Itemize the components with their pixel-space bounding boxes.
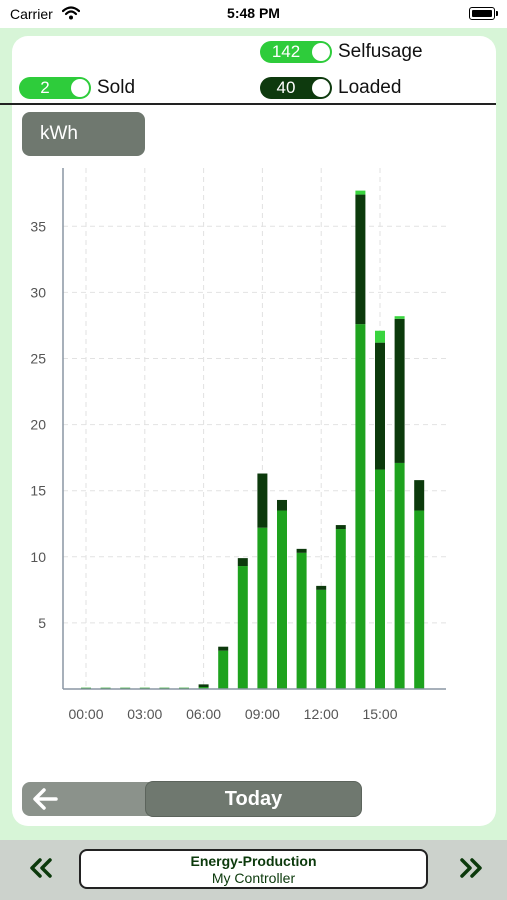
double-chevron-left-icon xyxy=(30,858,52,878)
bar-segment xyxy=(218,650,229,689)
y-tick-label: 15 xyxy=(30,483,46,499)
bar-segment xyxy=(335,525,346,530)
arrow-left-icon xyxy=(33,788,58,810)
selfusage-value: 142 xyxy=(271,42,301,61)
status-bar: Carrier 5:48 PM xyxy=(0,0,507,28)
battery-icon xyxy=(469,7,498,20)
bar-segment xyxy=(375,342,385,470)
bar-segment xyxy=(414,480,425,511)
x-tick-label: 09:00 xyxy=(245,706,280,722)
loaded-toggle[interactable]: 40 xyxy=(260,77,332,99)
sold-toggle[interactable]: 2 xyxy=(19,77,91,99)
toggle-knob xyxy=(312,43,330,61)
controller-name: My Controller xyxy=(211,870,296,886)
bar-segment xyxy=(375,330,385,343)
energy-bar-chart: 5 10 15 20 25 30 35 00:00 03:00 06:00 09:00 12:00 15… xyxy=(30,168,446,722)
bar-segment xyxy=(237,558,248,567)
x-tick-label: 12:00 xyxy=(304,706,339,722)
page-selector[interactable]: Energy-Production My Controller xyxy=(79,849,428,889)
x-tick-label: 15:00 xyxy=(362,706,397,722)
bar-segment xyxy=(414,510,425,689)
bar-segment xyxy=(296,552,307,689)
bar-segment xyxy=(394,462,405,689)
bar-segment xyxy=(375,469,385,689)
toggle-knob xyxy=(71,79,89,97)
content-card xyxy=(12,36,496,826)
selfusage-toggle[interactable]: 142 xyxy=(260,41,332,63)
y-tick-label: 30 xyxy=(30,284,46,300)
bar-segment xyxy=(277,510,287,689)
wifi-icon xyxy=(61,6,81,25)
double-chevron-right-icon xyxy=(460,858,482,878)
bar-segment xyxy=(237,566,248,689)
sold-value: 2 xyxy=(40,78,50,97)
today-button[interactable]: Today xyxy=(145,781,362,817)
loaded-label: Loaded xyxy=(338,77,402,98)
bar-segment xyxy=(394,318,405,463)
y-tick-label: 5 xyxy=(38,615,46,631)
bar-segment xyxy=(277,499,287,511)
selfusage-toggle-row: 142 Selfusage xyxy=(260,41,423,63)
bar-segment xyxy=(355,194,366,325)
y-tick-label: 20 xyxy=(30,417,46,433)
toggle-knob xyxy=(312,79,330,97)
bar-segment xyxy=(316,585,327,590)
bar-segment xyxy=(394,316,405,319)
previous-page-button[interactable] xyxy=(28,856,56,880)
y-tick-label: 25 xyxy=(30,351,46,367)
bar-segment xyxy=(316,589,327,689)
x-tick-label: 03:00 xyxy=(127,706,162,722)
bar-segment xyxy=(218,646,229,651)
selfusage-label: Selfusage xyxy=(338,41,423,62)
y-tick-label: 35 xyxy=(30,218,46,234)
sold-toggle-row: 2 Sold xyxy=(19,77,135,99)
carrier-label: Carrier xyxy=(10,6,53,22)
x-tick-label: 00:00 xyxy=(68,706,103,722)
bar-segment xyxy=(257,473,268,528)
clock: 5:48 PM xyxy=(227,5,280,21)
bar-segment xyxy=(355,324,366,689)
y-tick-label: 10 xyxy=(30,549,46,565)
unit-selector[interactable]: kWh xyxy=(22,112,145,156)
bar-segment xyxy=(257,527,268,689)
bar-segment xyxy=(198,687,209,689)
next-page-button[interactable] xyxy=(456,856,484,880)
bar-segment xyxy=(296,548,307,553)
loaded-toggle-row: 40 Loaded xyxy=(260,77,401,99)
page-title: Energy-Production xyxy=(190,853,317,869)
loaded-value: 40 xyxy=(276,78,296,97)
header-divider xyxy=(0,103,496,105)
bar-segment xyxy=(355,190,366,195)
bar-segment xyxy=(198,684,209,688)
bar-segment xyxy=(335,529,346,689)
sold-label: Sold xyxy=(97,77,136,98)
x-tick-label: 06:00 xyxy=(186,706,221,722)
